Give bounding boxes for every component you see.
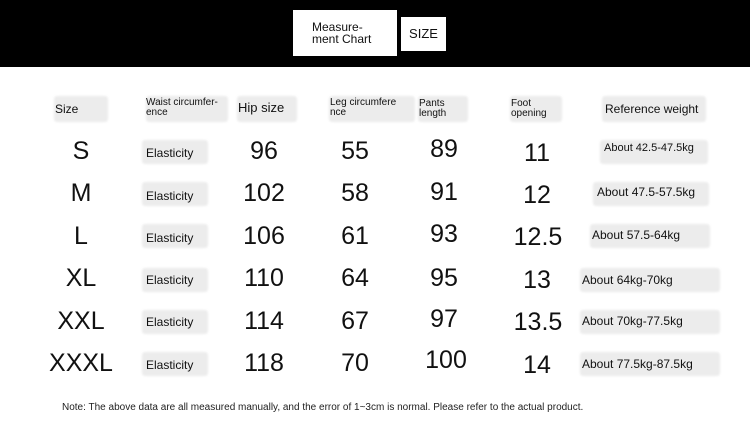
- pants-cell: 91: [430, 178, 458, 206]
- weight-shade: [593, 182, 709, 206]
- chart-title: Measure- ment Chart: [312, 21, 392, 45]
- waist-shade: [142, 352, 208, 376]
- waist-cell: Elasticity: [146, 273, 194, 287]
- header-size: Size: [55, 102, 79, 116]
- header-foot-line1: Foot: [511, 98, 532, 109]
- header-foot-line2: opening: [511, 108, 547, 119]
- leg-cell: 70: [341, 349, 369, 377]
- header-weight: Reference weight: [605, 102, 699, 116]
- weight-shade: [590, 224, 710, 248]
- weight-cell: About 77.5kg-87.5kg: [582, 357, 693, 371]
- foot-cell: 14: [523, 351, 551, 379]
- size-cell: M: [70, 179, 92, 207]
- waist-shade: [142, 224, 208, 248]
- header-shade: [54, 96, 108, 122]
- header-pants-line2: length: [419, 108, 447, 119]
- leg-cell: 67: [341, 307, 369, 335]
- weight-shade: [600, 140, 708, 164]
- weight-cell: About 70kg-77.5kg: [582, 314, 683, 328]
- waist-cell: Elasticity: [146, 146, 194, 160]
- waist-shade: [142, 268, 208, 292]
- header-pants-line1: Pants: [419, 98, 445, 109]
- header-foot: Foot opening: [511, 99, 547, 119]
- header-leg-line1: Leg circumfere: [330, 97, 397, 108]
- foot-cell: 12: [523, 181, 551, 209]
- header-waist-line1: Waist circumfer-: [146, 97, 218, 108]
- header-shade: [510, 96, 562, 122]
- hip-cell: 114: [244, 307, 284, 335]
- header-shade: [237, 96, 297, 122]
- header-shade: [146, 96, 228, 122]
- hip-cell: 106: [243, 222, 285, 250]
- size-label: SIZE: [401, 17, 446, 51]
- weight-cell: About 47.5-57.5kg: [597, 185, 696, 199]
- weight-shade: [580, 268, 720, 292]
- foot-cell: 12.5: [513, 223, 563, 251]
- pants-cell: 89: [430, 135, 458, 163]
- header-shade: [602, 96, 706, 122]
- header-waist: Waist circumfer- ence: [146, 98, 218, 118]
- foot-cell: 13.5: [513, 308, 563, 336]
- foot-cell: 11: [524, 139, 550, 167]
- weight-shade: [580, 352, 720, 376]
- header-leg-line2: nce: [330, 107, 347, 118]
- hip-cell: 96: [250, 137, 278, 165]
- size-cell: XL: [65, 264, 97, 292]
- waist-cell: Elasticity: [146, 358, 194, 372]
- weight-cell: About 64kg-70kg: [582, 273, 673, 287]
- title-card: [293, 10, 397, 56]
- size-cell: S: [72, 137, 90, 165]
- header-shade: [418, 96, 468, 122]
- header-banner: Measure- ment Chart SIZE: [0, 0, 750, 67]
- hip-cell: 102: [243, 179, 285, 207]
- header-pants: Pants length: [419, 99, 446, 119]
- header-waist-line2: ence: [146, 107, 168, 118]
- size-cell: XXXL: [49, 349, 113, 377]
- hip-cell: 110: [244, 264, 284, 292]
- size-cell: L: [74, 222, 88, 250]
- pants-cell: 100: [425, 346, 467, 374]
- leg-cell: 58: [341, 179, 369, 207]
- waist-shade: [142, 182, 208, 206]
- leg-cell: 64: [341, 264, 369, 292]
- header-hip: Hip size: [238, 100, 285, 115]
- weight-cell: About 42.5-47.5kg: [604, 142, 694, 154]
- measurement-note: Note: The above data are all measured ma…: [62, 402, 584, 413]
- waist-cell: Elasticity: [146, 231, 194, 245]
- weight-shade: [580, 310, 720, 334]
- waist-shade: [142, 310, 208, 334]
- pants-cell: 95: [430, 264, 458, 292]
- pants-cell: 97: [430, 305, 458, 333]
- size-cell: XXL: [57, 307, 105, 335]
- chart-title-line1: Measure-: [312, 20, 363, 34]
- chart-title-line2: ment Chart: [312, 32, 372, 46]
- header-leg: Leg circumfere nce: [330, 98, 396, 118]
- waist-cell: Elasticity: [146, 315, 194, 329]
- leg-cell: 61: [341, 222, 369, 250]
- hip-cell: 118: [244, 349, 284, 377]
- waist-shade: [142, 140, 208, 164]
- weight-cell: About 57.5-64kg: [592, 228, 681, 242]
- foot-cell: 13: [523, 266, 551, 294]
- leg-cell: 55: [341, 137, 369, 165]
- pants-cell: 93: [430, 220, 458, 248]
- waist-cell: Elasticity: [146, 189, 194, 203]
- header-shade: [329, 96, 415, 122]
